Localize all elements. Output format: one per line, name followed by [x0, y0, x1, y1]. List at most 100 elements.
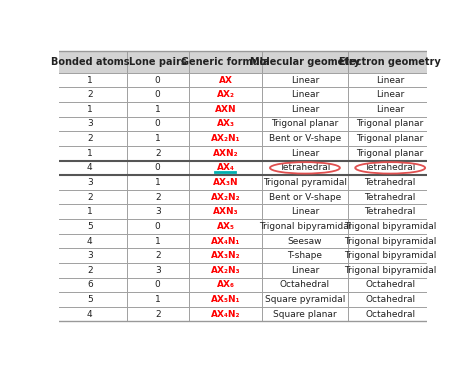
Text: Tetrahedral: Tetrahedral [365, 193, 416, 201]
Bar [189, 51, 262, 73]
Text: 1: 1 [87, 149, 93, 158]
Bar [347, 248, 433, 263]
Text: T-shape: T-shape [287, 251, 322, 260]
Text: Trigonal bipyramidal: Trigonal bipyramidal [344, 237, 437, 245]
Text: Tetrahedral: Tetrahedral [365, 178, 416, 187]
Text: Tetrahedral: Tetrahedral [365, 163, 416, 172]
Text: 2: 2 [155, 251, 161, 260]
Text: 0: 0 [155, 280, 161, 289]
Bar [347, 277, 433, 292]
Bar [189, 175, 262, 190]
Text: Bonded atoms: Bonded atoms [51, 57, 129, 67]
Bar [262, 117, 347, 131]
Bar [189, 263, 262, 277]
Bar [262, 204, 347, 219]
Bar [347, 175, 433, 190]
Text: 0: 0 [155, 76, 161, 85]
Bar [347, 87, 433, 102]
Text: 2: 2 [155, 149, 161, 158]
Bar [189, 102, 262, 117]
Text: Linear: Linear [376, 90, 404, 99]
Text: 1: 1 [87, 105, 93, 114]
Text: Trigonal bipyramidal: Trigonal bipyramidal [344, 251, 437, 260]
Bar [53, 175, 127, 190]
Bar [127, 190, 189, 204]
Text: 1: 1 [155, 178, 161, 187]
Text: 3: 3 [87, 178, 93, 187]
Text: Trigonal planar: Trigonal planar [356, 120, 424, 128]
Text: Octahedral: Octahedral [365, 310, 415, 319]
Text: AX₂: AX₂ [217, 90, 235, 99]
Text: Generic formula: Generic formula [181, 57, 270, 67]
Text: Linear: Linear [291, 76, 319, 85]
Text: Linear: Linear [291, 207, 319, 216]
Bar [53, 248, 127, 263]
Bar [53, 161, 127, 175]
Bar [127, 117, 189, 131]
Text: AX₄N₁: AX₄N₁ [211, 237, 240, 245]
Bar [53, 263, 127, 277]
Text: Octahedral: Octahedral [280, 280, 330, 289]
Bar [127, 292, 189, 307]
Bar [262, 292, 347, 307]
Bar [127, 175, 189, 190]
Bar [347, 102, 433, 117]
Bar [127, 87, 189, 102]
Bar [189, 131, 262, 146]
Text: AX₂N₁: AX₂N₁ [211, 134, 240, 143]
Bar [189, 248, 262, 263]
Bar [347, 204, 433, 219]
Text: 0: 0 [155, 163, 161, 172]
Text: Trigonal bipyramidal: Trigonal bipyramidal [259, 222, 351, 231]
Text: 2: 2 [87, 134, 93, 143]
Bar [262, 73, 347, 87]
Text: AX₂N₃: AX₂N₃ [210, 266, 240, 275]
Bar [262, 219, 347, 234]
Bar [189, 204, 262, 219]
Text: 4: 4 [87, 163, 93, 172]
Text: Electron geometry: Electron geometry [339, 57, 441, 67]
Text: Linear: Linear [291, 105, 319, 114]
Bar [53, 234, 127, 248]
Text: 0: 0 [155, 222, 161, 231]
Bar [262, 102, 347, 117]
Bar [127, 131, 189, 146]
Text: Trigonal planar: Trigonal planar [356, 134, 424, 143]
Bar [347, 219, 433, 234]
Bar [53, 146, 127, 161]
Bar [127, 204, 189, 219]
Text: 1: 1 [155, 134, 161, 143]
Text: Bent or V-shape: Bent or V-shape [269, 193, 341, 201]
Bar [189, 117, 262, 131]
Text: Lone pairs: Lone pairs [129, 57, 186, 67]
Bar [53, 204, 127, 219]
Bar [262, 161, 347, 175]
Text: Linear: Linear [291, 266, 319, 275]
Text: AX₆: AX₆ [217, 280, 235, 289]
Text: 1: 1 [155, 237, 161, 245]
Bar [127, 277, 189, 292]
Text: 4: 4 [87, 310, 93, 319]
Text: Linear: Linear [291, 90, 319, 99]
Text: AX₅: AX₅ [217, 222, 235, 231]
Text: Trigonal bipyramidal: Trigonal bipyramidal [344, 266, 437, 275]
Bar [262, 190, 347, 204]
Bar [262, 146, 347, 161]
Bar [189, 292, 262, 307]
Bar [347, 51, 433, 73]
Bar [53, 117, 127, 131]
Bar [53, 73, 127, 87]
Bar [262, 263, 347, 277]
Bar [53, 87, 127, 102]
Bar [262, 131, 347, 146]
Text: 2: 2 [87, 266, 93, 275]
Text: AXN₃: AXN₃ [213, 207, 238, 216]
Bar [347, 73, 433, 87]
Bar [127, 161, 189, 175]
Bar [53, 51, 127, 73]
Bar [189, 87, 262, 102]
Bar [53, 277, 127, 292]
Bar [189, 73, 262, 87]
Text: 6: 6 [87, 280, 93, 289]
Bar [189, 146, 262, 161]
